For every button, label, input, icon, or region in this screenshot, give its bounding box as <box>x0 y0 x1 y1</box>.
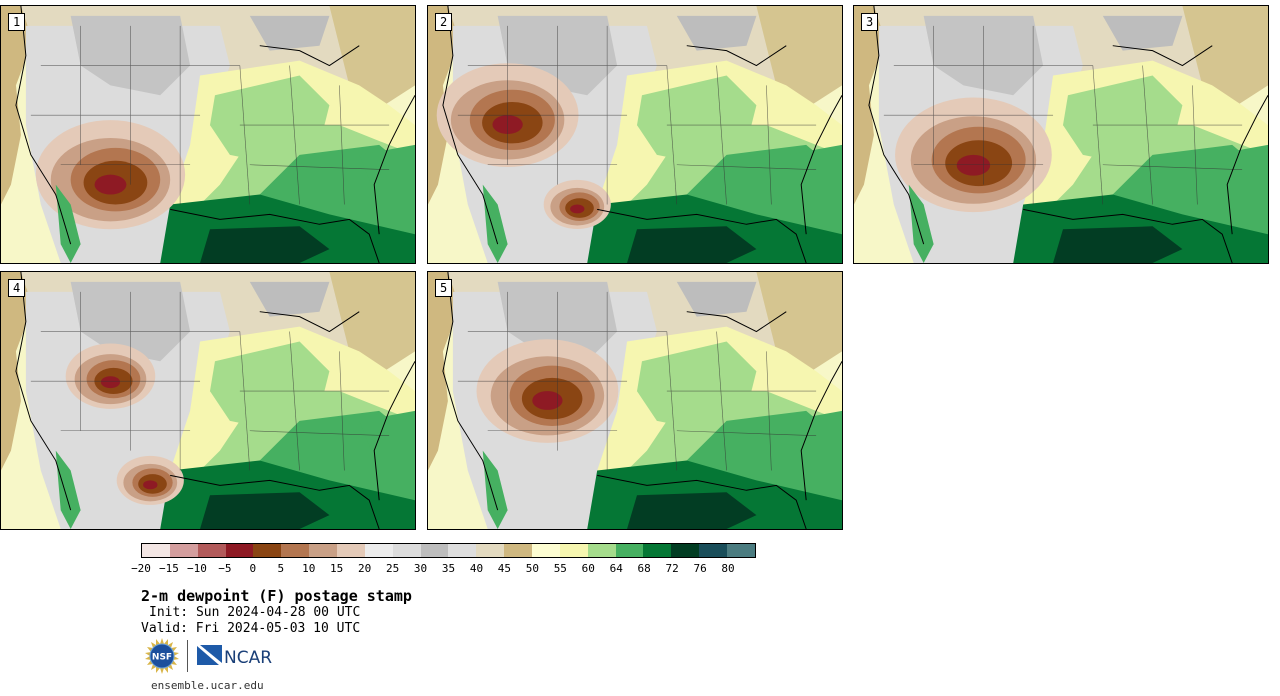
ncar-logo-text: NCAR <box>224 648 272 666</box>
colorbar-swatch <box>448 544 477 557</box>
colorbar-swatch <box>337 544 365 557</box>
map-panel-4: 4 <box>0 271 416 530</box>
colorbar-swatch <box>197 544 226 557</box>
panel-label: 5 <box>435 279 453 297</box>
colorbar-tick-label: −5 <box>218 562 232 575</box>
dewpoint-map <box>1 6 415 263</box>
colorbar-tick-label: 30 <box>413 562 428 575</box>
panel-label: 2 <box>435 13 453 31</box>
map-panel-1: 1 <box>0 5 416 264</box>
colorbar-swatch <box>281 544 310 557</box>
dewpoint-map <box>428 6 842 263</box>
dewpoint-colorbar <box>141 543 756 558</box>
init-time: Init: Sun 2024-04-28 00 UTC <box>149 605 361 620</box>
colorbar-swatch <box>671 544 700 557</box>
dewpoint-map <box>428 272 842 529</box>
panel-label: 4 <box>8 279 26 297</box>
colorbar-tick-label: 15 <box>330 562 344 575</box>
colorbar-swatch <box>727 544 755 557</box>
colorbar-tick-label: −20 <box>131 562 151 575</box>
colorbar-swatch <box>225 544 254 557</box>
colorbar-swatch <box>253 544 282 557</box>
panel-label: 3 <box>861 13 879 31</box>
colorbar-swatch <box>699 544 728 557</box>
dewpoint-map <box>854 6 1268 263</box>
colorbar-swatch <box>142 544 170 557</box>
map-panel-3: 3 <box>853 5 1269 264</box>
colorbar-tick-label: 45 <box>497 562 512 575</box>
colorbar-tick-label: 60 <box>581 562 595 575</box>
colorbar-tick-label: 55 <box>553 562 567 575</box>
map-panel-5: 5 <box>427 271 843 530</box>
valid-time: Valid: Fri 2024-05-03 10 UTC <box>141 621 361 636</box>
colorbar-swatch <box>364 544 393 557</box>
colorbar-tick-label: 5 <box>277 562 285 575</box>
figure-title: 2-m dewpoint (F) postage stamp <box>141 587 412 605</box>
panel-label: 1 <box>8 13 26 31</box>
colorbar-tick-label: 35 <box>441 562 456 575</box>
colorbar-swatch <box>169 544 198 557</box>
logo-divider <box>187 640 188 672</box>
website-link[interactable]: ensemble.ucar.edu <box>151 679 264 692</box>
colorbar-swatch <box>309 544 338 557</box>
colorbar-swatch <box>392 544 421 557</box>
colorbar-tick-label: −10 <box>186 562 207 575</box>
colorbar-swatch <box>559 544 588 557</box>
colorbar-tick-label: 76 <box>693 562 707 575</box>
colorbar-tick-label: 20 <box>358 562 372 575</box>
colorbar-swatch <box>615 544 644 557</box>
map-panel-2: 2 <box>427 5 843 264</box>
colorbar-tick-label: −15 <box>159 562 179 575</box>
colorbar-swatch <box>420 544 449 557</box>
colorbar-tick-label: 64 <box>609 562 623 575</box>
colorbar-tick-label: 50 <box>525 562 539 575</box>
colorbar-tick-label: 40 <box>469 562 484 575</box>
colorbar-ticks: −20 −15 −10 −5 0 5 10 15 20 25 30 35 40 45 50 55 60 64 68 7… <box>131 560 756 575</box>
colorbar-tick-label: 25 <box>385 562 400 575</box>
colorbar-tick-label: 80 <box>721 562 735 575</box>
nsf-logo: NSF <box>145 638 179 674</box>
colorbar-swatch <box>643 544 672 557</box>
colorbar-swatch <box>587 544 616 557</box>
colorbar-swatch <box>532 544 560 557</box>
nsf-logo-text: NSF <box>152 653 172 663</box>
dewpoint-map <box>1 272 415 529</box>
colorbar-swatch <box>504 544 533 557</box>
colorbar-tick-label: 10 <box>302 562 316 575</box>
colorbar-swatch <box>476 544 505 557</box>
colorbar-tick-label: 72 <box>665 562 679 575</box>
colorbar-tick-label: 0 <box>249 562 257 575</box>
ncar-logo: NCAR <box>197 645 272 666</box>
colorbar-tick-label: 68 <box>637 562 651 575</box>
